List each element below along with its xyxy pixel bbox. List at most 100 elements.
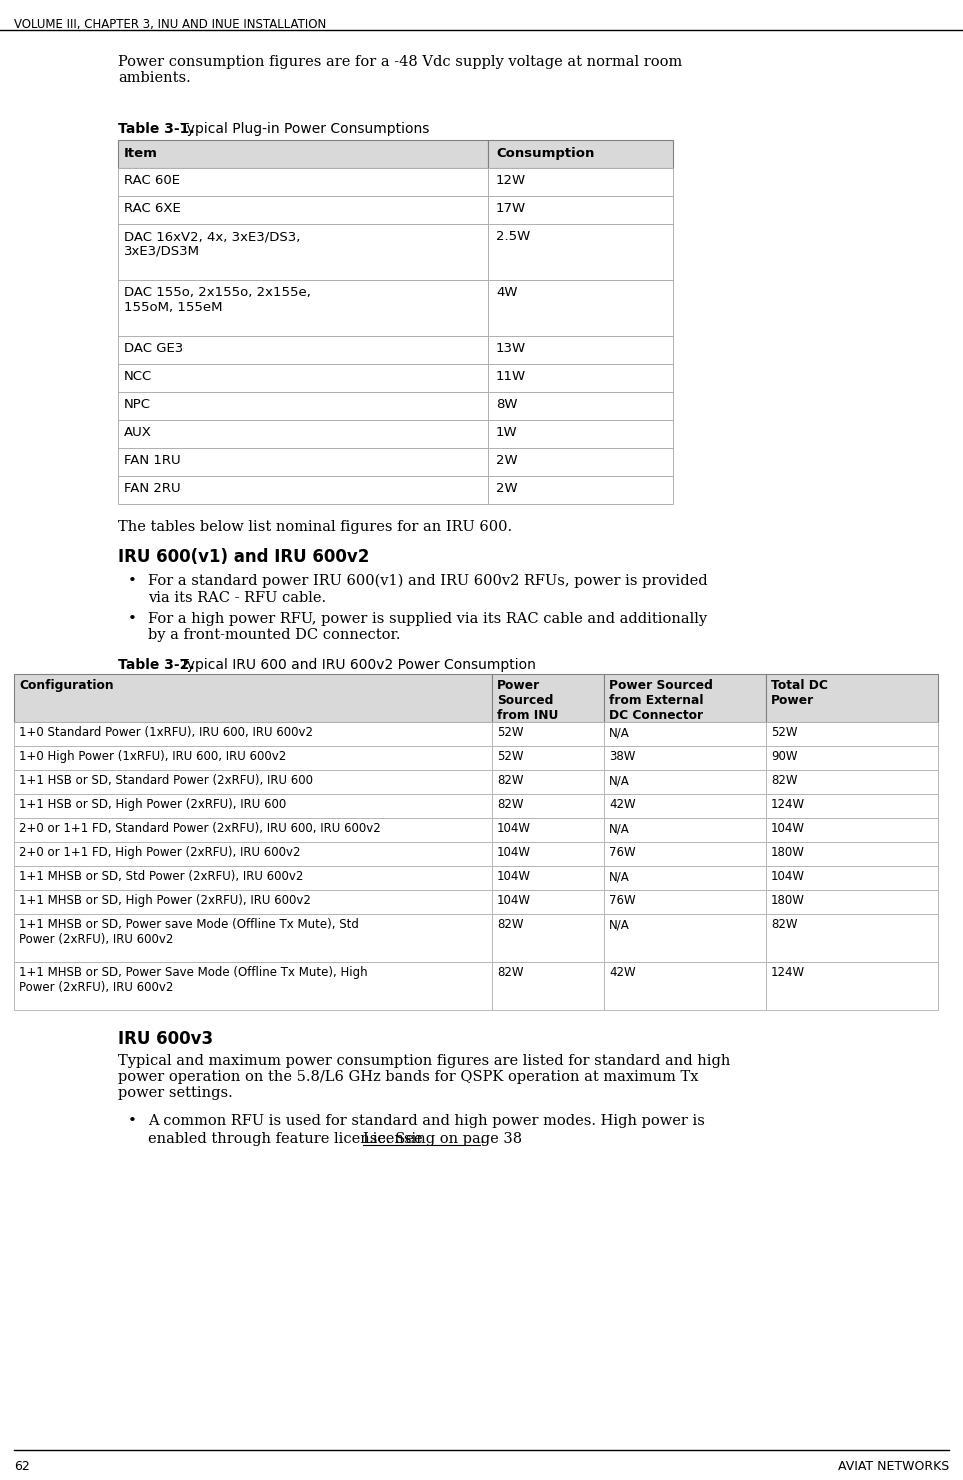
Bar [118,169,488,195]
Bar [14,746,492,770]
Text: FAN 1RU: FAN 1RU [124,454,181,468]
Bar [118,364,488,392]
Bar [118,195,488,223]
Text: Configuration: Configuration [19,679,114,693]
Text: For a standard power IRU 600(v1) and IRU 600v2 RFUs, power is provided
via its R: For a standard power IRU 600(v1) and IRU… [148,574,708,605]
Bar [488,477,673,505]
Text: DAC 16xV2, 4x, 3xE3/DS3,
3xE3/DS3M: DAC 16xV2, 4x, 3xE3/DS3, 3xE3/DS3M [124,229,300,258]
Text: 52W: 52W [497,750,524,764]
Text: 4W: 4W [496,286,517,299]
Text: 1+1 HSB or SD, Standard Power (2xRFU), IRU 600: 1+1 HSB or SD, Standard Power (2xRFU), I… [19,774,313,787]
Bar [604,866,766,889]
Bar [604,722,766,746]
Bar [766,770,938,793]
Text: 38W: 38W [609,750,636,764]
Bar [488,141,673,169]
Bar [14,889,492,915]
Bar [488,223,673,280]
Text: Typical Plug-in Power Consumptions: Typical Plug-in Power Consumptions [176,121,429,136]
Bar [492,866,604,889]
Bar [766,793,938,818]
Bar [118,477,488,505]
Text: 12W: 12W [496,175,526,186]
Text: 82W: 82W [771,918,797,931]
Text: A common RFU is used for standard and high power modes. High power is: A common RFU is used for standard and hi… [148,1114,705,1128]
Text: Item: Item [124,147,158,160]
Bar [488,364,673,392]
Text: AUX: AUX [124,426,152,440]
Bar [766,842,938,866]
Text: 2W: 2W [496,454,518,468]
Text: Table 3-2.: Table 3-2. [118,659,195,672]
Text: Typical IRU 600 and IRU 600v2 Power Consumption: Typical IRU 600 and IRU 600v2 Power Cons… [176,659,535,672]
Text: Power consumption figures are for a -48 Vdc supply voltage at normal room
ambien: Power consumption figures are for a -48 … [118,55,682,86]
Text: 82W: 82W [497,774,524,787]
Text: 82W: 82W [497,966,524,978]
Bar [14,770,492,793]
Text: Power Sourced
from External
DC Connector: Power Sourced from External DC Connector [609,679,713,722]
Text: Licensing on page 38: Licensing on page 38 [363,1132,523,1146]
Text: •: • [128,613,137,626]
Bar [488,392,673,420]
Text: 104W: 104W [497,870,531,884]
Bar [766,818,938,842]
Text: Total DC
Power: Total DC Power [771,679,828,707]
Bar [766,962,938,1009]
Text: •: • [128,1114,137,1128]
Text: 1+1 MHSB or SD, Power Save Mode (Offline Tx Mute), High
Power (2xRFU), IRU 600v2: 1+1 MHSB or SD, Power Save Mode (Offline… [19,966,368,995]
Text: 2+0 or 1+1 FD, Standard Power (2xRFU), IRU 600, IRU 600v2: 2+0 or 1+1 FD, Standard Power (2xRFU), I… [19,821,380,835]
Text: 52W: 52W [771,727,797,739]
Bar [488,280,673,336]
Text: RAC 6XE: RAC 6XE [124,201,181,215]
Text: The tables below list nominal figures for an IRU 600.: The tables below list nominal figures fo… [118,519,512,534]
Bar [766,746,938,770]
Bar [492,770,604,793]
Text: N/A: N/A [609,727,630,739]
Text: NPC: NPC [124,398,151,411]
Bar [118,392,488,420]
Bar [604,746,766,770]
Text: 1+1 MHSB or SD, Std Power (2xRFU), IRU 600v2: 1+1 MHSB or SD, Std Power (2xRFU), IRU 6… [19,870,303,884]
Text: 1+1 MHSB or SD, High Power (2xRFU), IRU 600v2: 1+1 MHSB or SD, High Power (2xRFU), IRU … [19,894,311,907]
Bar [14,793,492,818]
Text: 90W: 90W [771,750,797,764]
Bar [492,842,604,866]
Bar [14,673,492,722]
Text: DAC 155o, 2x155o, 2x155e,
155oM, 155eM: DAC 155o, 2x155o, 2x155e, 155oM, 155eM [124,286,311,314]
Bar [14,915,492,962]
Bar [118,448,488,477]
Text: Power
Sourced
from INU: Power Sourced from INU [497,679,559,722]
Text: RAC 60E: RAC 60E [124,175,180,186]
Bar [118,420,488,448]
Text: 180W: 180W [771,894,805,907]
Text: 52W: 52W [497,727,524,739]
Text: 76W: 76W [609,847,636,858]
Text: 104W: 104W [497,894,531,907]
Text: VOLUME III, CHAPTER 3, INU AND INUE INSTALLATION: VOLUME III, CHAPTER 3, INU AND INUE INST… [14,18,326,31]
Bar [492,962,604,1009]
Text: 82W: 82W [497,798,524,811]
Text: 2W: 2W [496,482,518,494]
Bar [14,818,492,842]
Bar [604,818,766,842]
Text: 124W: 124W [771,798,805,811]
Text: For a high power RFU, power is supplied via its RAC cable and additionally
by a : For a high power RFU, power is supplied … [148,613,707,642]
Text: N/A: N/A [609,774,630,787]
Bar [14,842,492,866]
Bar [492,818,604,842]
Text: IRU 600v3: IRU 600v3 [118,1030,213,1048]
Bar [14,866,492,889]
Bar [766,722,938,746]
Text: 76W: 76W [609,894,636,907]
Text: .: . [480,1132,484,1146]
Text: 104W: 104W [497,821,531,835]
Text: N/A: N/A [609,918,630,931]
Text: 13W: 13W [496,342,526,355]
Text: 2+0 or 1+1 FD, High Power (2xRFU), IRU 600v2: 2+0 or 1+1 FD, High Power (2xRFU), IRU 6… [19,847,300,858]
Text: DAC GE3: DAC GE3 [124,342,183,355]
Bar [604,770,766,793]
Text: Table 3-1.: Table 3-1. [118,121,195,136]
Bar [488,195,673,223]
Text: AVIAT NETWORKS: AVIAT NETWORKS [838,1459,949,1473]
Bar [766,673,938,722]
